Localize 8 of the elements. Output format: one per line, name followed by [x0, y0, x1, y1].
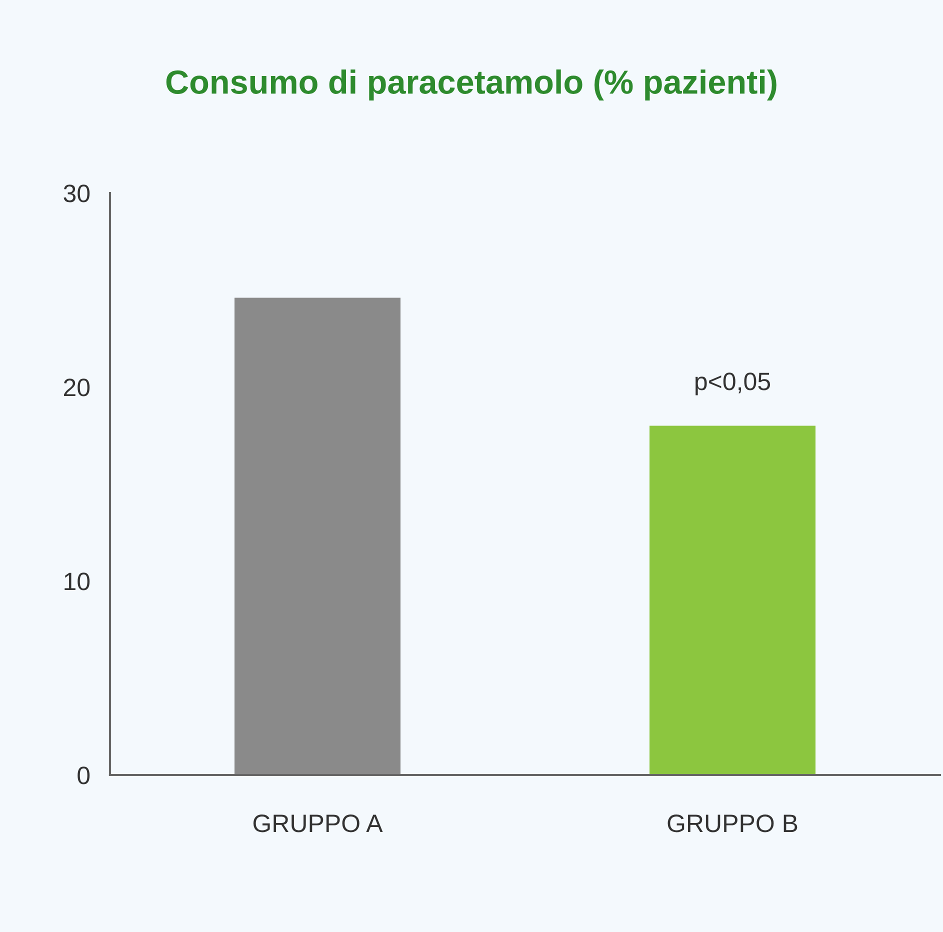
y-tick-label: 0	[78, 766, 90, 784]
annotation: p<0,05	[696, 372, 770, 396]
x-tick-label: GRUPPO B	[668, 814, 798, 832]
y-tick-label: 20	[64, 378, 90, 396]
x-tick-label: GRUPPO A	[253, 814, 383, 832]
y-tick-label: 30	[64, 184, 90, 202]
chart-title: Consumo di paracetamolo (% pazienti)	[166, 69, 776, 101]
y-tick-label: 10	[64, 572, 90, 590]
